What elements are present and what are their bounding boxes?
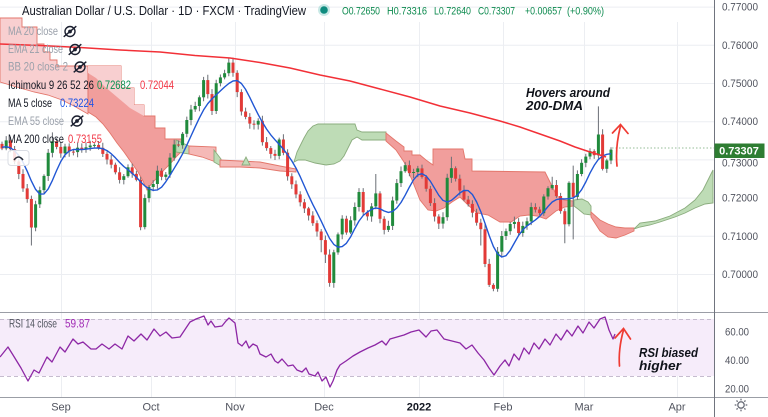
svg-text:C0.73307: C0.73307 (478, 6, 515, 18)
svg-text:0.73155: 0.73155 (68, 132, 102, 146)
svg-text:Sep: Sep (51, 402, 71, 414)
svg-text:Ichimoku 9 26 52 26: Ichimoku 9 26 52 26 (8, 78, 94, 92)
svg-text:MA 20 close: MA 20 close (8, 24, 58, 38)
svg-text:200-DMA: 200-DMA (525, 98, 583, 113)
svg-text:+0.00657: +0.00657 (525, 6, 562, 18)
svg-text:BB 20 close 2: BB 20 close 2 (8, 60, 68, 74)
svg-text:Hovers around: Hovers around (526, 85, 611, 100)
svg-text:0.77000: 0.77000 (722, 2, 758, 14)
svg-text:0.74000: 0.74000 (722, 116, 758, 128)
svg-text:RSI 14 close: RSI 14 close (9, 317, 57, 331)
svg-text:0.71000: 0.71000 (722, 231, 758, 243)
svg-text:40.00: 40.00 (725, 355, 749, 367)
svg-text:Oct: Oct (142, 402, 159, 414)
svg-text:EMA 21 close: EMA 21 close (8, 42, 63, 56)
svg-text:EMA 55 close: EMA 55 close (8, 114, 64, 128)
svg-text:60.00: 60.00 (725, 327, 749, 339)
svg-text:(+0.90%): (+0.90%) (567, 6, 604, 18)
svg-text:MA 5 close: MA 5 close (8, 96, 52, 110)
svg-text:Dec: Dec (314, 402, 334, 414)
svg-text:Feb: Feb (494, 402, 513, 414)
svg-text:MA 200 close: MA 200 close (8, 132, 64, 146)
svg-text:Apr: Apr (668, 402, 685, 414)
svg-text:H0.73316: H0.73316 (387, 6, 427, 18)
svg-text:RSI biased: RSI biased (639, 345, 699, 360)
svg-text:Mar: Mar (575, 402, 594, 414)
svg-text:0.72000: 0.72000 (722, 193, 758, 205)
svg-text:0.75000: 0.75000 (722, 78, 758, 90)
svg-text:20.00: 20.00 (725, 384, 749, 396)
svg-text:0.73224: 0.73224 (60, 96, 94, 110)
svg-text:Nov: Nov (225, 402, 245, 414)
svg-text:O0.72650: O0.72650 (342, 6, 380, 18)
svg-text:2022: 2022 (407, 402, 431, 414)
svg-text:0.70000: 0.70000 (722, 269, 758, 281)
svg-text:higher: higher (639, 358, 682, 373)
svg-text:0.73307: 0.73307 (719, 146, 759, 158)
svg-text:59.87: 59.87 (65, 317, 90, 331)
svg-text:0.72044: 0.72044 (140, 78, 174, 92)
svg-text:L0.72640: L0.72640 (434, 6, 471, 18)
svg-text:0.76000: 0.76000 (722, 40, 758, 52)
svg-text:0.73000: 0.73000 (722, 158, 758, 170)
svg-text:0.72682: 0.72682 (97, 78, 131, 92)
svg-text:Australian Dollar / U.S. Dolla: Australian Dollar / U.S. Dollar · 1D · F… (22, 3, 307, 18)
